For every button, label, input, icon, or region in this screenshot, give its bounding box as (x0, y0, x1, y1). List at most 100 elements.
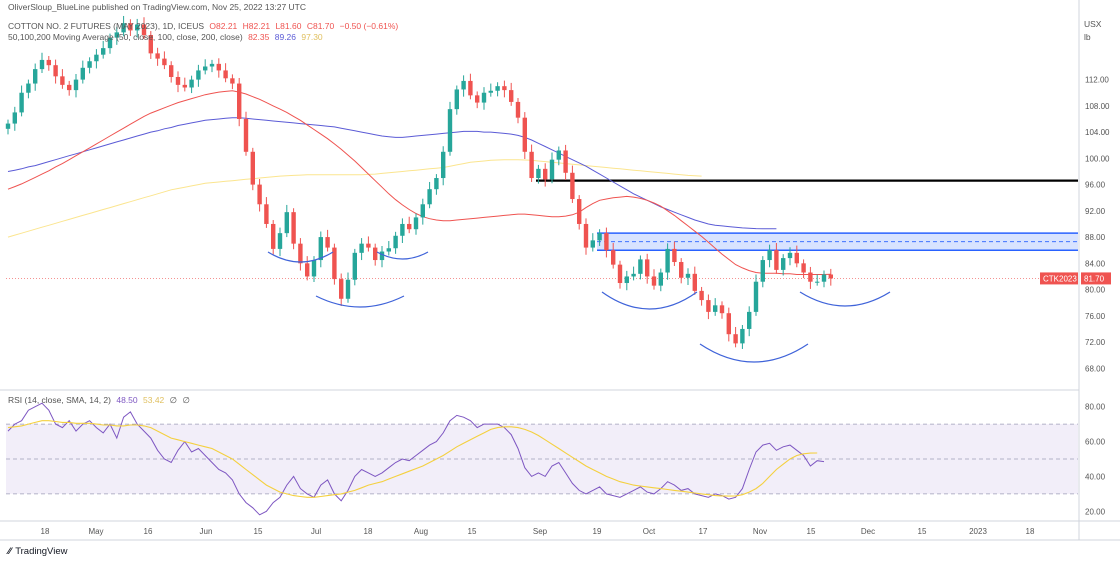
candle-body (781, 258, 786, 270)
time-tick-label: Sep (533, 527, 548, 536)
tradingview-logo[interactable]: ⁄⁄ TradingView (8, 546, 68, 557)
candle-body (128, 23, 133, 31)
currency-label: USX (1084, 19, 1102, 29)
candle-body (481, 92, 487, 103)
time-tick-label: 18 (364, 527, 373, 536)
time-tick-label: 18 (1026, 527, 1035, 536)
candle-body (828, 274, 833, 279)
candle-body (311, 260, 317, 277)
candle-body (114, 32, 119, 38)
candle-body (53, 65, 58, 77)
time-tick-label: 17 (699, 527, 708, 536)
candle-body (658, 272, 663, 286)
candle-body (801, 263, 806, 273)
candle-body (94, 54, 99, 62)
time-tick-label: 19 (593, 527, 602, 536)
price-tick-label: 80.00 (1085, 286, 1106, 295)
candle-body (379, 251, 385, 261)
candle-body (209, 63, 215, 67)
pattern-right-shoulder-2 (799, 291, 891, 307)
candle-body (73, 79, 79, 91)
ma50-line (7, 90, 831, 275)
candle-body (468, 80, 473, 96)
candle-body (638, 259, 643, 274)
symbol-badge-label: CTK2023 (1043, 274, 1077, 283)
candle-body (787, 252, 793, 259)
candle-body (60, 76, 65, 85)
candle-body (515, 101, 521, 118)
candle-body (556, 150, 561, 160)
candle-body (706, 300, 711, 312)
candle-body (264, 204, 269, 224)
candle-body (359, 243, 364, 253)
candle-body (393, 235, 398, 249)
price-tick-label: 76.00 (1085, 312, 1106, 321)
candle-body (237, 83, 242, 119)
candle-body (549, 159, 555, 180)
ohlc-change: −0.50 (−0.61%) (339, 21, 399, 31)
candle-body (339, 279, 344, 299)
rsi-line (7, 402, 825, 516)
candle-body (271, 223, 276, 249)
time-tick-label: 15 (254, 527, 263, 536)
candle-body (141, 24, 147, 35)
candle-body (821, 274, 827, 282)
ohlc-close: C81.70 (306, 21, 335, 31)
candle-body (155, 53, 160, 59)
symbol-badge (1040, 272, 1078, 285)
candle-body (733, 334, 738, 344)
candle-body (536, 168, 541, 179)
price-tick-label: 104.00 (1085, 128, 1110, 137)
time-tick-label: Dec (861, 527, 875, 536)
candle-body (277, 233, 283, 249)
candle-body (767, 250, 772, 261)
price-tick-label: 92.00 (1085, 207, 1106, 216)
price-tick-label: 108.00 (1085, 102, 1110, 111)
candle-body (284, 212, 289, 234)
time-tick-label: Nov (753, 527, 767, 536)
time-tick-label: 2023 (969, 527, 987, 536)
candle-body (5, 123, 11, 129)
time-tick-label: 15 (468, 527, 477, 536)
candle-body (570, 172, 575, 200)
time-tick-label: Jul (311, 527, 321, 536)
candle-body (645, 259, 650, 277)
candle-body (325, 237, 330, 248)
price-tick-label: 84.00 (1085, 259, 1106, 268)
rsi-tick-label: 40.00 (1085, 472, 1106, 481)
candle-body (624, 276, 629, 284)
candle-body (631, 273, 636, 277)
pattern-left-shoulder-1 (267, 251, 334, 263)
candle-body (692, 273, 697, 291)
candle-body (808, 272, 813, 282)
rsi-value: 48.50 (116, 395, 138, 405)
rsi-legend: RSI (14, close, SMA, 14, 2) 48.50 53.42 … (8, 395, 193, 406)
candle-body (332, 247, 337, 280)
candle-body (747, 311, 752, 329)
time-tick-label: Jun (200, 527, 213, 536)
ohlc-high: H82.21 (242, 21, 271, 31)
candle-body (611, 250, 616, 265)
candle-body (794, 252, 799, 264)
candle-body (243, 118, 249, 152)
time-tick-label: 16 (144, 527, 153, 536)
candle-body (420, 204, 425, 218)
rsi-tick-label: 80.00 (1085, 403, 1106, 412)
pattern-left-shoulder-2 (601, 291, 698, 310)
candle-body (223, 70, 228, 79)
candle-body (26, 83, 31, 93)
candle-body (148, 34, 153, 54)
candle-body (305, 263, 310, 277)
candle-body (441, 151, 446, 179)
candle-body (196, 70, 201, 80)
candle-body (216, 63, 221, 71)
time-tick-label: 15 (918, 527, 927, 536)
candle-body (434, 178, 439, 190)
candle-body (529, 151, 534, 179)
candle-body (563, 150, 568, 173)
candle-body (713, 305, 718, 312)
candle-body (679, 262, 684, 278)
price-tick-label: 68.00 (1085, 364, 1106, 373)
time-tick-label: Oct (643, 527, 656, 536)
